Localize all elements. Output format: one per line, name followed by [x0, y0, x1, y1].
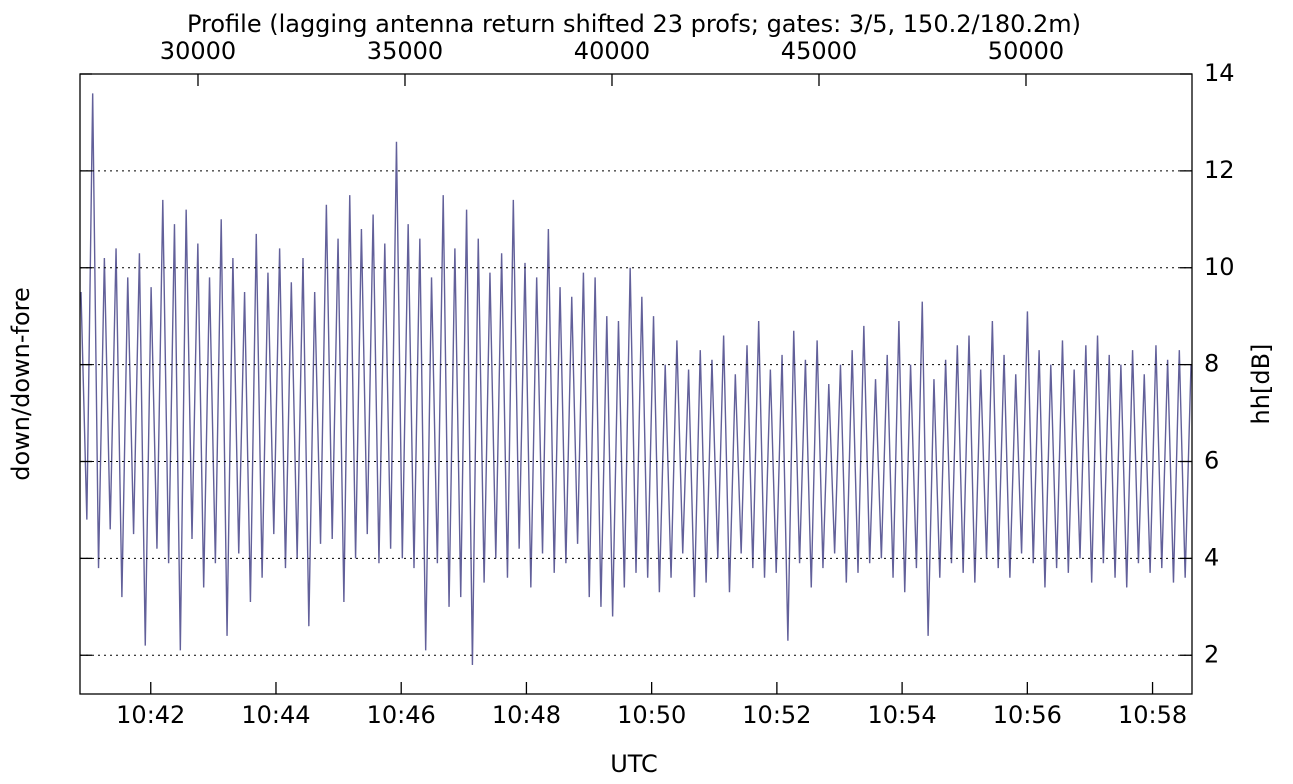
- x-tick-label: 10:42: [116, 701, 185, 729]
- y2-tick-label: 2: [1204, 640, 1219, 668]
- y2-tick-label: 8: [1204, 350, 1219, 378]
- x-tick-label: 10:54: [868, 701, 937, 729]
- x2-tick-label: 45000: [781, 37, 857, 65]
- y2-tick-label: 10: [1204, 253, 1235, 281]
- x-tick-label: 10:50: [617, 701, 686, 729]
- x-axis-label: UTC: [610, 750, 658, 778]
- y2-axis-label: hh[dB]: [1247, 344, 1275, 425]
- y2-tick-label: 14: [1204, 59, 1235, 87]
- y2-tick-label: 4: [1204, 543, 1219, 571]
- x2-tick-label: 50000: [988, 37, 1064, 65]
- x2-tick-label: 30000: [160, 37, 236, 65]
- x2-tick-label: 35000: [367, 37, 443, 65]
- x-tick-label: 10:58: [1118, 701, 1187, 729]
- x-tick-label: 10:52: [742, 701, 811, 729]
- plot-frame: [79, 73, 1193, 695]
- y2-tick-label: 12: [1204, 156, 1235, 184]
- y2-tick-label: 6: [1204, 447, 1219, 475]
- chart-title: Profile (lagging antenna return shifted …: [187, 10, 1081, 38]
- data-line: [80, 93, 1192, 665]
- x-tick-label: 10:46: [367, 701, 436, 729]
- x-tick-label: 10:56: [993, 701, 1062, 729]
- x-tick-label: 10:48: [492, 701, 561, 729]
- x-tick-label: 10:44: [241, 701, 310, 729]
- x2-tick-label: 40000: [574, 37, 650, 65]
- y-axis-label: down/down-fore: [7, 287, 35, 481]
